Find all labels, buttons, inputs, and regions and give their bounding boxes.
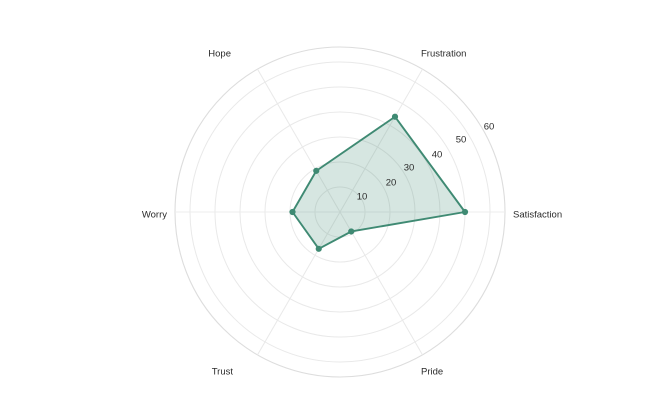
axis-label-frustration: Frustration	[421, 49, 466, 60]
spoke-hope	[257, 68, 341, 213]
axis-label-pride: Pride	[421, 367, 443, 378]
data-point-pride[interactable]	[348, 228, 355, 235]
data-point-satisfaction[interactable]	[461, 208, 469, 216]
axis-spokes	[175, 68, 505, 356]
radial-tick-50: 50	[456, 135, 467, 146]
radial-tick-40: 40	[432, 150, 443, 161]
data-point-worry[interactable]	[289, 208, 296, 216]
axis-label-satisfaction: Satisfaction	[513, 210, 562, 221]
spoke-frustration	[339, 68, 423, 213]
radial-tick-10: 10	[357, 192, 368, 203]
radial-tick-20: 20	[386, 178, 397, 189]
radial-tick-30: 30	[404, 163, 415, 174]
axis-label-worry: Worry	[142, 210, 167, 221]
data-point-frustration[interactable]	[391, 113, 399, 120]
spoke-trust	[257, 211, 341, 356]
axis-label-hope: Hope	[208, 49, 231, 60]
data-point-markers	[289, 113, 469, 252]
axis-label-trust: Trust	[212, 367, 234, 378]
axis-category-labels: Satisfaction Frustration Hope Worry Trust Pri…	[142, 49, 562, 378]
radial-tick-60: 60	[484, 122, 495, 133]
data-point-trust[interactable]	[315, 245, 322, 252]
spoke-pride	[339, 211, 423, 356]
radial-tick-labels: 10 20 30 40 50 60	[357, 122, 495, 203]
data-point-hope[interactable]	[313, 167, 320, 174]
